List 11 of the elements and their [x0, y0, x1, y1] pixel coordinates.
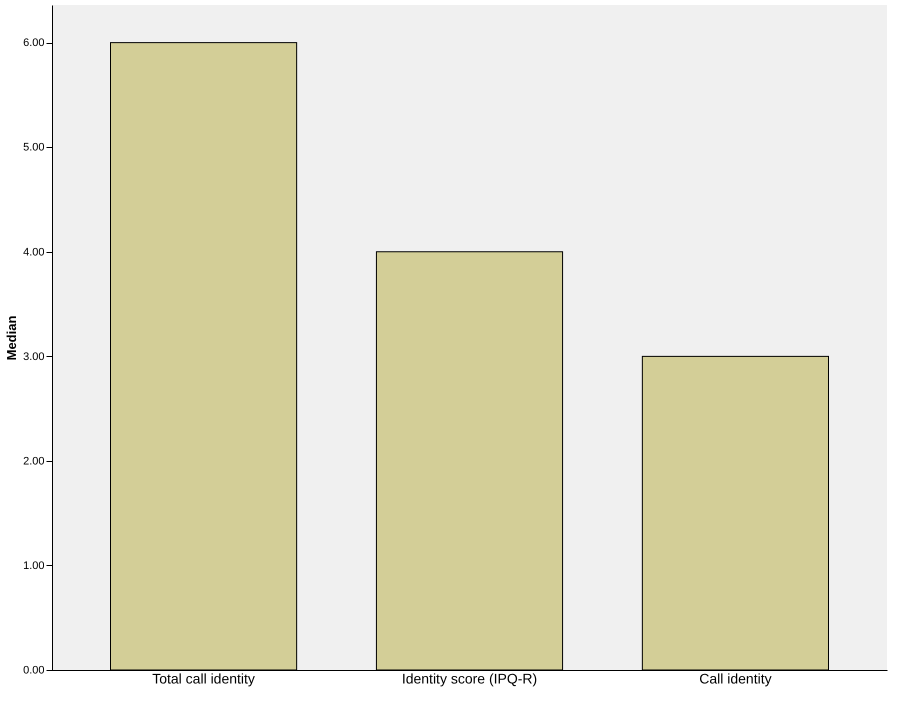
y-tick-label: 4.00	[23, 246, 44, 258]
x-tick-label: Identity score (IPQ-R)	[402, 670, 538, 686]
y-tick-label: 5.00	[23, 142, 44, 154]
y-axis-title: Median	[4, 316, 20, 360]
x-tick-label: Total call identity	[152, 670, 255, 686]
y-tick-label: 0.00	[23, 664, 44, 676]
y-tick-label: 1.00	[23, 560, 44, 572]
y-tick-label: 2.00	[23, 455, 44, 468]
x-tick-label: Call identity	[699, 670, 772, 686]
y-tick-label: 3.00	[23, 350, 44, 363]
y-tick-label: 6.00	[23, 37, 44, 50]
